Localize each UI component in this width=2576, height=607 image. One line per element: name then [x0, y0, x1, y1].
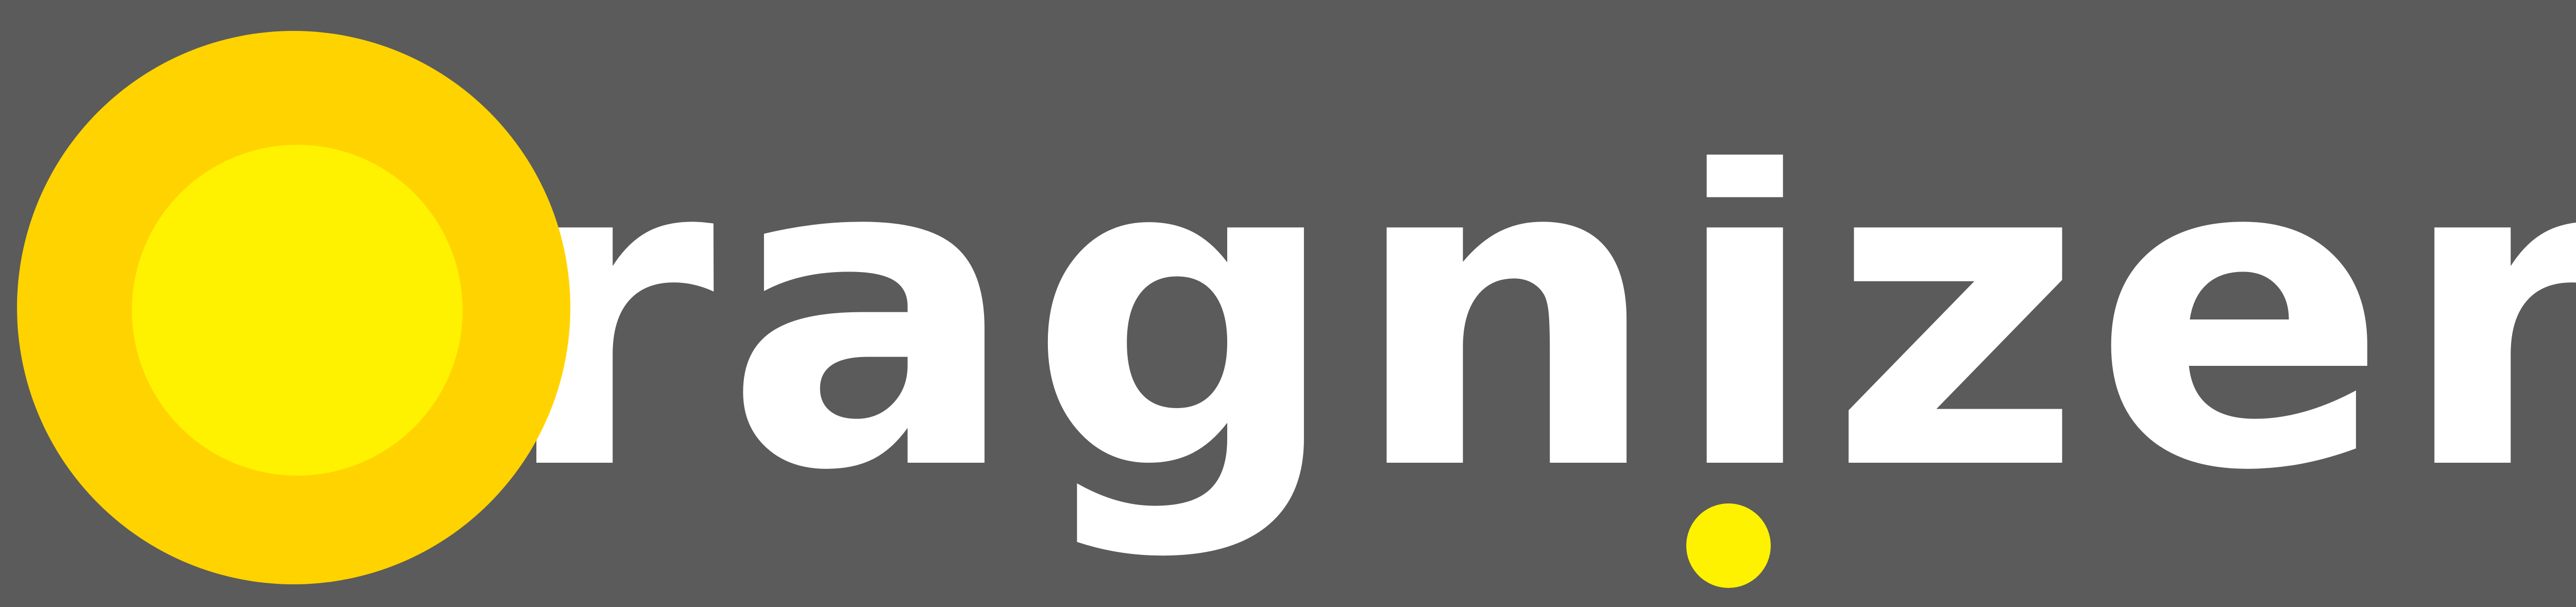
logo-wordmark: ragnizer	[500, 63, 2576, 564]
yellow-dot-icon	[1686, 503, 1771, 588]
o-inner-circle-icon	[132, 145, 463, 476]
i-dot-mask	[1662, 36, 1785, 155]
